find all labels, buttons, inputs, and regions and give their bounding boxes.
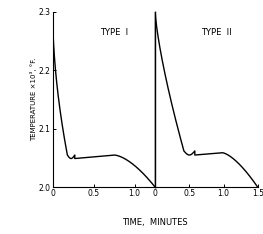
Text: TYPE  I: TYPE I (100, 28, 128, 37)
Text: TIME,  MINUTES: TIME, MINUTES (122, 218, 188, 227)
Text: TYPE  II: TYPE II (201, 28, 232, 37)
Y-axis label: TEMPERATURE ×10³, °F.: TEMPERATURE ×10³, °F. (30, 58, 37, 141)
